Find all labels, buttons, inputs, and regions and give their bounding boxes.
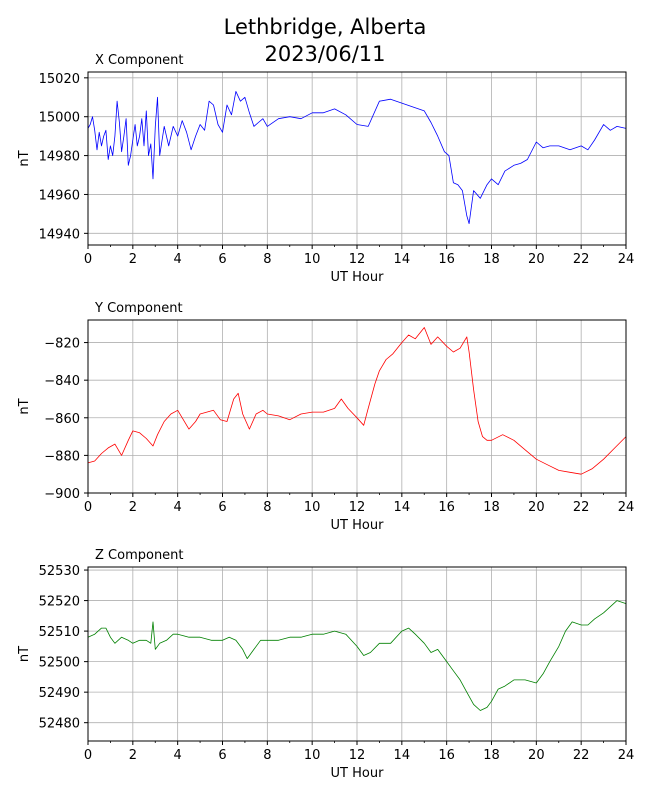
x-x-tick-label-5: 10 — [304, 252, 321, 267]
y-x-tick-label-7: 14 — [394, 500, 411, 515]
x-x-tick-label-10: 20 — [528, 252, 545, 267]
y-series-line — [87, 327, 627, 475]
y-x-tick-label-11: 22 — [573, 500, 590, 515]
y-x-axis-label: UT Hour — [331, 518, 385, 533]
x-x-tick-label-1: 2 — [129, 252, 137, 267]
z-x-tick-label-8: 16 — [438, 748, 455, 763]
y-y-axis-label: nT — [17, 398, 32, 414]
y-panel-title: Y Component — [94, 301, 183, 316]
x-x-tick-label-8: 16 — [438, 252, 455, 267]
y-x-tick-label-10: 20 — [528, 500, 545, 515]
x-x-axis-label: UT Hour — [331, 270, 385, 285]
y-y-tick-label-1: −840 — [44, 374, 80, 389]
z-x-tick-label-2: 4 — [174, 748, 182, 763]
z-x-tick-label-1: 2 — [129, 748, 137, 763]
x-x-tick-label-4: 8 — [263, 252, 271, 267]
z-x-tick-label-6: 12 — [349, 748, 366, 763]
y-x-tick-label-3: 6 — [218, 500, 226, 515]
y-x-tick-label-9: 18 — [483, 500, 500, 515]
x-x-tick-label-3: 6 — [218, 252, 226, 267]
z-component-panel: 0 2 4 6 8 10 12 14 16 18 20 22 245248052490525005251… — [17, 548, 634, 781]
x-x-tick-label-7: 14 — [394, 252, 411, 267]
y-y-tick-label-3: −880 — [44, 449, 80, 464]
z-y-axis-label: nT — [17, 646, 32, 662]
x-x-tick-label-11: 22 — [573, 252, 590, 267]
x-y-axis-label: nT — [17, 150, 32, 166]
z-y-tick-label-4: 52520 — [39, 595, 80, 610]
z-x-tick-label-12: 24 — [618, 748, 635, 763]
x-y-tick-label-3: 15000 — [39, 111, 80, 126]
y-x-tick-label-4: 8 — [263, 500, 271, 515]
z-x-tick-label-11: 22 — [573, 748, 590, 763]
y-x-tick-label-0: 0 — [84, 500, 92, 515]
z-x-axis-label: UT Hour — [331, 766, 385, 781]
x-x-tick-label-6: 12 — [349, 252, 366, 267]
x-x-tick-label-9: 18 — [483, 252, 500, 267]
z-x-tick-label-0: 0 — [84, 748, 92, 763]
x-y-tick-label-4: 15020 — [39, 72, 80, 87]
x-series-line — [87, 91, 627, 225]
y-y-tick-label-0: −820 — [44, 337, 80, 352]
y-x-tick-label-2: 4 — [174, 500, 182, 515]
figure-subtitle: 2023/06/11 — [264, 42, 385, 66]
y-x-tick-label-1: 2 — [129, 500, 137, 515]
z-x-tick-label-3: 6 — [218, 748, 226, 763]
z-series-line — [87, 600, 627, 711]
z-x-tick-label-7: 14 — [394, 748, 411, 763]
z-y-tick-label-3: 52510 — [39, 625, 80, 640]
y-x-tick-label-6: 12 — [349, 500, 366, 515]
z-y-tick-label-2: 52500 — [39, 656, 80, 671]
y-x-tick-label-12: 24 — [618, 500, 635, 515]
y-y-tick-label-2: −860 — [44, 412, 80, 427]
z-x-tick-label-5: 10 — [304, 748, 321, 763]
x-panel-title: X Component — [95, 53, 184, 68]
y-y-tick-label-4: −900 — [44, 487, 80, 502]
x-component-panel: 0 2 4 6 8 10 12 14 16 18 20 22 241494014960149801500… — [17, 53, 634, 285]
x-x-tick-label-12: 24 — [618, 252, 635, 267]
z-y-tick-label-5: 52530 — [39, 564, 80, 579]
z-y-tick-label-0: 52480 — [39, 717, 80, 732]
z-panel-title: Z Component — [95, 548, 184, 563]
y-component-panel: 0 2 4 6 8 10 12 14 16 18 20 22 24−820−840−860−880−90… — [17, 301, 634, 533]
y-x-tick-label-8: 16 — [438, 500, 455, 515]
panels: 0 2 4 6 8 10 12 14 16 18 20 22 241494014960149801500… — [17, 53, 634, 781]
figure-title: Lethbridge, Alberta — [224, 15, 427, 39]
x-x-tick-label-0: 0 — [84, 252, 92, 267]
x-y-tick-label-1: 14960 — [39, 188, 80, 203]
x-y-tick-label-2: 14980 — [39, 150, 80, 165]
z-x-tick-label-10: 20 — [528, 748, 545, 763]
z-y-tick-label-1: 52490 — [39, 686, 80, 701]
x-y-tick-label-0: 14940 — [39, 227, 80, 242]
z-x-tick-label-9: 18 — [483, 748, 500, 763]
z-x-tick-label-4: 8 — [263, 748, 271, 763]
y-x-tick-label-5: 10 — [304, 500, 321, 515]
x-x-tick-label-2: 4 — [174, 252, 182, 267]
